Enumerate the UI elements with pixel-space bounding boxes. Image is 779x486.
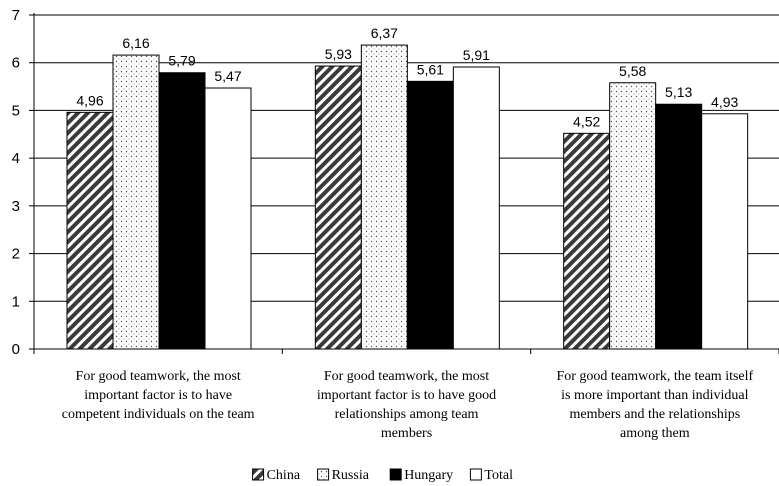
data-label: 4,93 [711, 94, 738, 110]
category-label-line: For good teamwork, the most [324, 369, 489, 384]
category-label-line: important factor is to have [84, 388, 232, 403]
category-label-line: among them [620, 426, 690, 441]
bar-russia-1 [112, 54, 160, 350]
y-tick-label: 5 [12, 102, 20, 119]
bar-total-2 [452, 66, 500, 350]
data-labels: 4,96 5,93 4,52 6,16 6,37 5,58 5,79 5,61 5,13 5,47… [76, 25, 738, 129]
bar-total-3 [701, 113, 749, 350]
bar-china-2 [314, 65, 362, 350]
data-label: 5,79 [168, 53, 195, 69]
legend-label-hungary: Hungary [404, 468, 453, 483]
bar-china-3 [563, 132, 611, 350]
bar-hungary-1 [158, 72, 206, 350]
bar-total-1 [204, 87, 252, 350]
legend-swatch-china [252, 468, 265, 481]
legend-swatch-total [469, 468, 482, 481]
category-label-line: is more important than individual [561, 388, 749, 403]
bar-russia-2 [360, 44, 408, 350]
bar-china-1 [66, 111, 114, 350]
category-label: For good teamwork, the team itself is mor… [556, 369, 753, 441]
category-label-line: For good teamwork, the most [76, 369, 241, 384]
legend-label-china: China [267, 468, 301, 483]
data-label: 5,58 [619, 63, 646, 79]
category-label-line: For good teamwork, the team itself [556, 369, 753, 384]
y-tick-label: 0 [12, 341, 20, 358]
bars [66, 44, 749, 350]
legend-swatch-hungary [389, 468, 402, 481]
data-label: 4,52 [573, 113, 600, 129]
y-tick-label: 4 [12, 150, 20, 167]
y-tick-label: 6 [12, 55, 20, 72]
y-tick-label: 3 [12, 198, 20, 215]
category-label-line: members and the relationships [569, 407, 740, 422]
data-label: 5,91 [463, 47, 490, 63]
category-label-line: members [381, 426, 432, 441]
category-label-line: competent individuals on the team [62, 407, 255, 422]
legend: China Russia Hungary Total [252, 468, 513, 483]
data-label: 5,93 [325, 46, 352, 62]
bar-hungary-2 [406, 80, 454, 350]
bar-russia-3 [609, 82, 657, 350]
category-labels: For good teamwork, the most important fac… [62, 369, 754, 441]
legend-label-russia: Russia [332, 468, 370, 483]
y-tick-label: 1 [12, 293, 20, 310]
data-label: 6,16 [122, 35, 149, 51]
data-label: 4,96 [76, 92, 103, 108]
category-label-line: relationships among team [335, 407, 479, 422]
axes: 0 1 2 3 4 5 6 7 [12, 7, 779, 358]
category-label: For good teamwork, the most important fac… [317, 369, 496, 441]
bar-hungary-3 [655, 103, 703, 350]
legend-swatch-russia [317, 468, 330, 481]
y-tick-label: 7 [12, 7, 20, 24]
data-label: 5,61 [417, 61, 444, 77]
data-label: 5,47 [214, 68, 241, 84]
category-label-line: important factor is to have good [317, 388, 496, 403]
category-label: For good teamwork, the most important fac… [62, 369, 255, 422]
legend-label-total: Total [484, 468, 513, 483]
data-label: 6,37 [371, 25, 398, 41]
y-tick-label: 2 [12, 246, 20, 263]
data-label: 5,13 [665, 84, 692, 100]
